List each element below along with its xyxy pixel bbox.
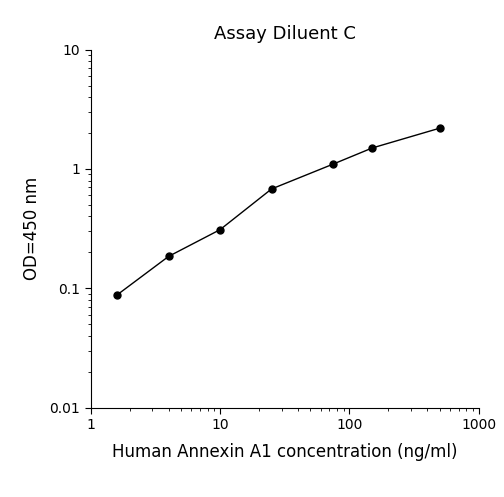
- Y-axis label: OD=450 nm: OD=450 nm: [23, 177, 41, 280]
- Title: Assay Diluent C: Assay Diluent C: [214, 24, 356, 43]
- X-axis label: Human Annexin A1 concentration (ng/ml): Human Annexin A1 concentration (ng/ml): [112, 443, 458, 461]
